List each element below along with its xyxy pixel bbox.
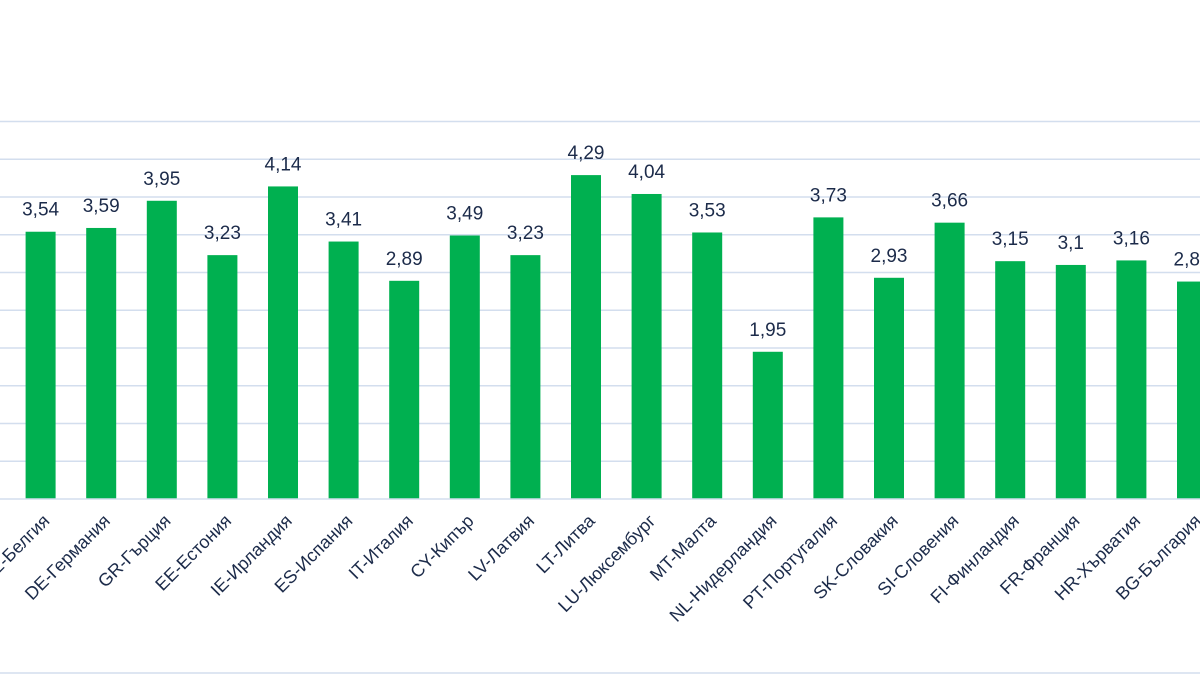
bar-LT-Литва [571, 175, 601, 500]
bar-MT-Малта [692, 232, 723, 500]
data-label: 3,49 [446, 204, 483, 225]
data-label: 3,66 [931, 191, 968, 212]
bar-GR-Гърция [146, 200, 177, 499]
bar-PT-Португалия [813, 217, 844, 499]
bar-DE-Германия [86, 227, 117, 499]
bar-BG-България [1177, 281, 1200, 499]
data-label: 3,16 [1113, 228, 1150, 249]
data-label: 2,89 [386, 249, 423, 270]
data-labels: 3,483,543,593,953,234,143,412,893,493,23… [22, 143, 1200, 341]
data-label: 2,93 [871, 246, 908, 267]
data-label: 3,41 [325, 210, 362, 231]
bar-LU-Люксембург [631, 193, 662, 500]
data-label: 1,95 [749, 320, 786, 341]
category-tick-labels: AT-АвстрияBE-БелгияDE-ГерманияGR-ГърцияE… [0, 510, 1200, 626]
bar-HR-Хърватия [1116, 260, 1147, 499]
data-label: 3,95 [143, 169, 180, 190]
bar-SK-Словакия [874, 277, 904, 499]
bar-IT-Италия [389, 280, 420, 499]
data-label: 3,73 [810, 185, 847, 206]
bars [25, 175, 1200, 500]
data-label: 3,15 [992, 229, 1029, 250]
bar-SI-Словения [934, 222, 965, 500]
bar-LV-Латвия [510, 255, 541, 499]
data-label: 3,53 [689, 200, 726, 221]
data-label: 3,1 [1058, 233, 1084, 254]
data-label: 3,23 [204, 223, 241, 244]
data-label: 2,88 [1174, 250, 1200, 271]
bar-NL-Нидерландия [752, 351, 783, 499]
category-tick-label: NL-Нидерландия [666, 511, 781, 626]
bar-BE-Белгия [25, 231, 56, 500]
bar-EE-Естония [207, 255, 238, 499]
data-label: 3,59 [83, 196, 120, 217]
data-label: 3,23 [507, 223, 544, 244]
bar-IE-Ирландия [268, 186, 298, 499]
bar-FR-Франция [1055, 264, 1086, 499]
bar-CY-Кипър [449, 235, 480, 499]
data-label: 4,29 [568, 143, 605, 164]
bar-FI-Финландия [995, 261, 1026, 499]
category-tick-label: LV-Латвия [464, 511, 538, 585]
data-label: 3,54 [22, 200, 59, 221]
data-label: 4,04 [628, 162, 665, 183]
bar-ES-Испания [328, 241, 359, 500]
data-label: 4,14 [265, 154, 302, 175]
category-tick-label: IT-Италия [345, 511, 417, 583]
